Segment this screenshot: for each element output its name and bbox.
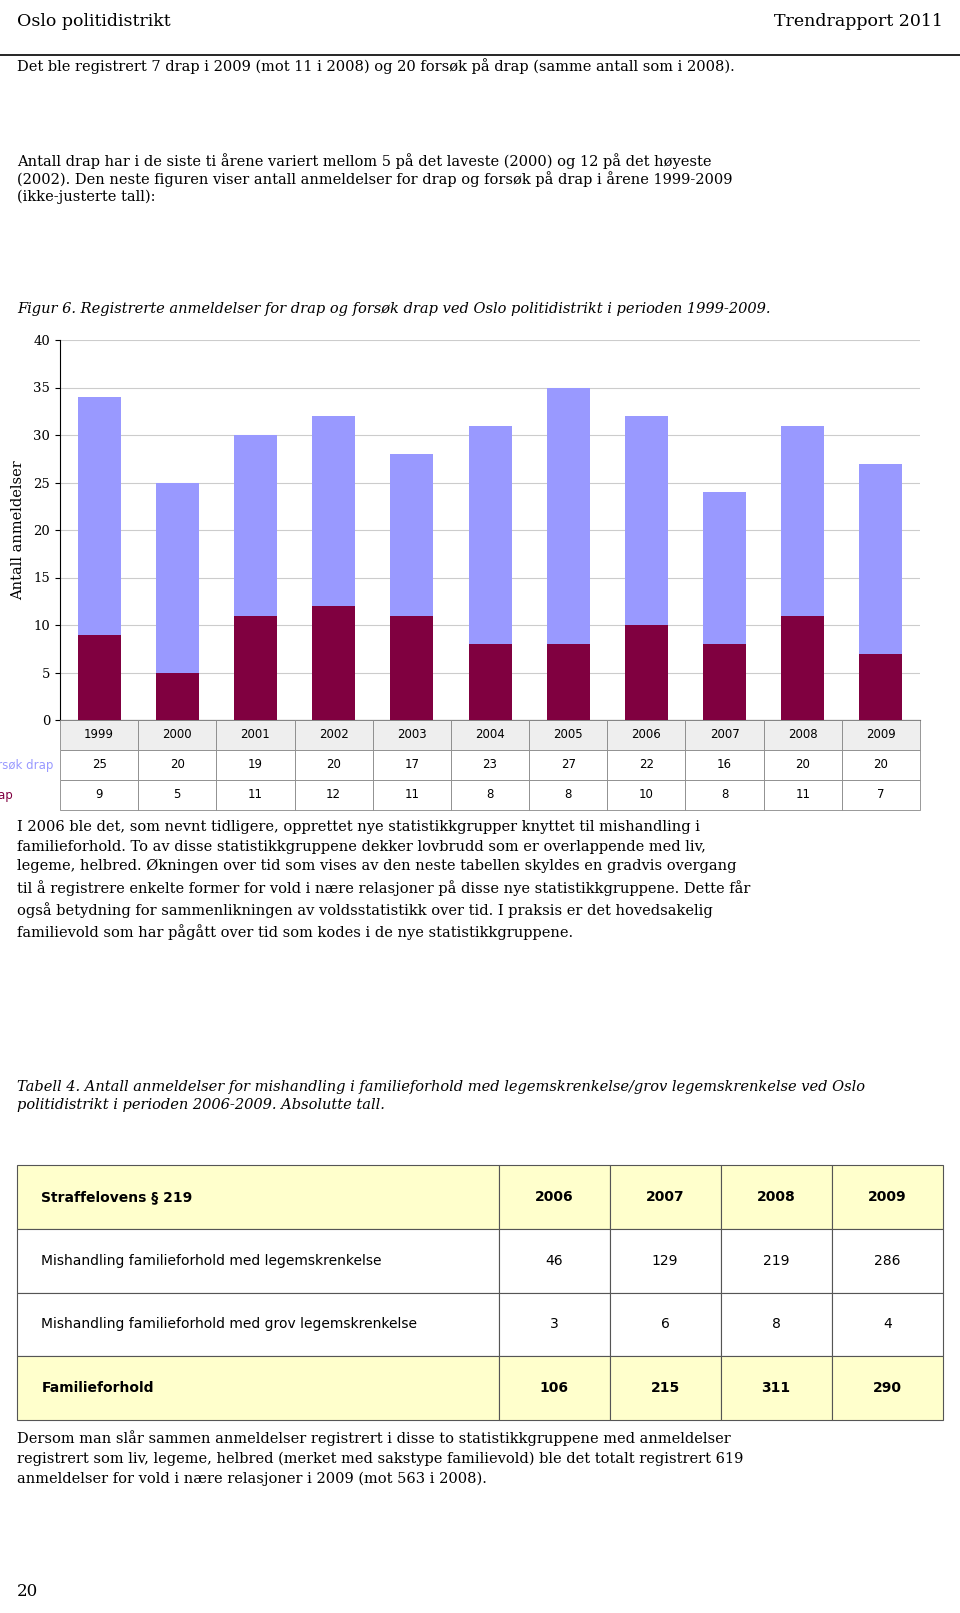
- Bar: [546, 644, 589, 719]
- Text: 20: 20: [17, 1582, 38, 1600]
- Bar: [625, 624, 668, 719]
- Bar: [546, 387, 589, 644]
- Bar: [234, 616, 276, 719]
- Text: Det ble registrert 7 drap i 2009 (mot 11 i 2008) og 20 forsøk på drap (samme ant: Det ble registrert 7 drap i 2009 (mot 11…: [17, 58, 735, 74]
- Bar: [859, 463, 902, 653]
- Text: Antall drap har i de siste ti årene variert mellom 5 på det laveste (2000) og 12: Antall drap har i de siste ti årene vari…: [17, 153, 732, 203]
- Bar: [781, 426, 825, 616]
- Bar: [468, 426, 512, 644]
- Bar: [312, 416, 355, 606]
- Bar: [78, 397, 121, 634]
- Bar: [468, 644, 512, 719]
- Bar: [625, 416, 668, 624]
- Bar: [234, 436, 276, 616]
- Bar: [156, 482, 199, 673]
- Bar: [391, 616, 433, 719]
- Text: Tabell 4. Antall anmeldelser for mishandling i familieforhold med legemskrenkels: Tabell 4. Antall anmeldelser for mishand…: [17, 1081, 865, 1113]
- Text: Trendrapport 2011: Trendrapport 2011: [774, 13, 943, 29]
- Bar: [156, 673, 199, 719]
- Bar: [703, 492, 746, 644]
- Text: Figur 6. Registrerte anmeldelser for drap og forsøk drap ved Oslo politidistrikt: Figur 6. Registrerte anmeldelser for dra…: [17, 302, 771, 316]
- Bar: [312, 606, 355, 719]
- Bar: [78, 634, 121, 719]
- Text: Oslo politidistrikt: Oslo politidistrikt: [17, 13, 171, 29]
- Bar: [781, 616, 825, 719]
- Text: I 2006 ble det, som nevnt tidligere, opprettet nye statistikkgrupper knyttet til: I 2006 ble det, som nevnt tidligere, opp…: [17, 819, 751, 940]
- Bar: [391, 453, 433, 616]
- Text: Dersom man slår sammen anmeldelser registrert i disse to statistikkgruppene med : Dersom man slår sammen anmeldelser regis…: [17, 1431, 744, 1486]
- Bar: [703, 644, 746, 719]
- Bar: [859, 653, 902, 719]
- Y-axis label: Antall anmeldelser: Antall anmeldelser: [12, 460, 25, 600]
